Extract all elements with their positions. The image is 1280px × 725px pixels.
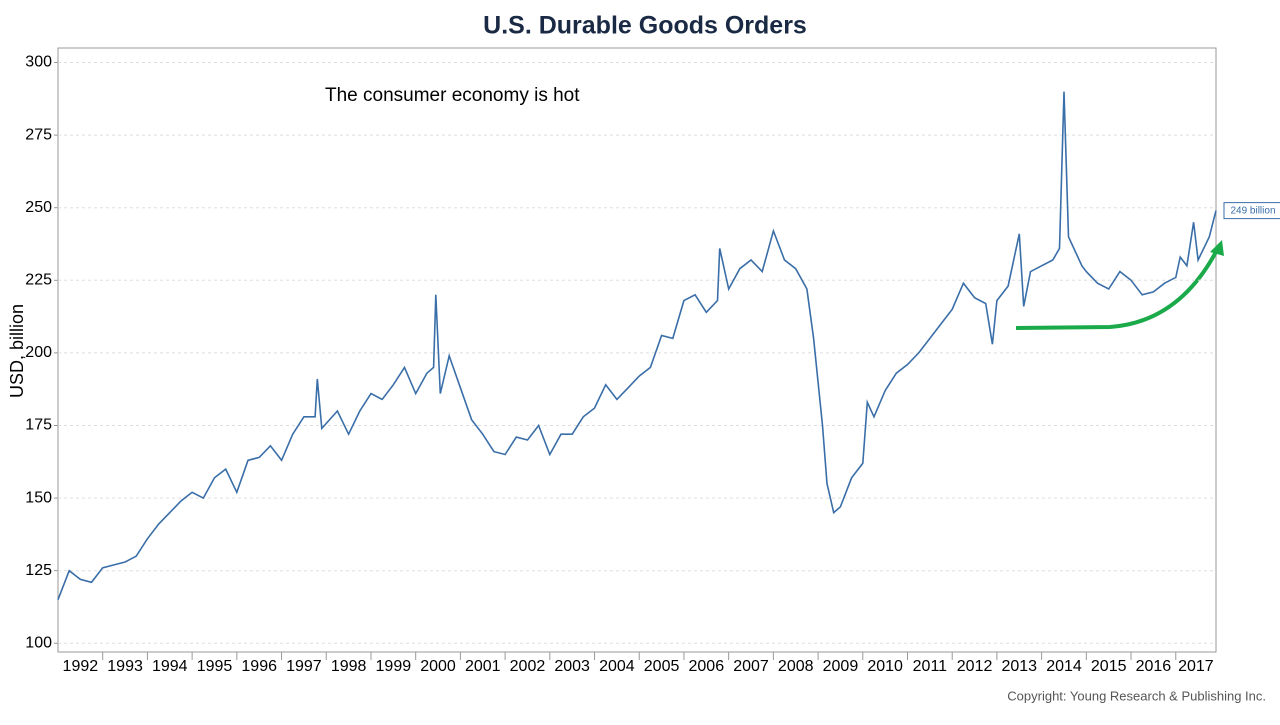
x-tick-label: 2016 (1136, 658, 1172, 675)
x-tick-label: 1996 (241, 658, 277, 675)
x-tick-label: 2002 (510, 658, 546, 675)
plot-frame (57, 47, 1217, 653)
trend-arrow (1015, 247, 1220, 330)
y-tick-label: 200 (25, 344, 52, 361)
x-tick-label: 1997 (286, 658, 322, 675)
x-tick-label: 2000 (420, 658, 456, 675)
x-tick-label: 2007 (733, 658, 769, 675)
x-tick-label: 2014 (1046, 658, 1082, 675)
y-tick-label: 300 (25, 54, 52, 71)
x-tick-label: 2017 (1178, 658, 1214, 675)
x-tick-label: 2012 (957, 658, 993, 675)
x-tick-label: 2010 (867, 658, 903, 675)
x-tick-label: 2005 (644, 658, 680, 675)
x-tick-label: 2011 (913, 658, 948, 675)
x-tick-label: 1993 (107, 658, 143, 675)
y-tick-label: 150 (25, 489, 52, 506)
x-tick-label: 2013 (1001, 658, 1037, 675)
y-tick-label: 250 (25, 199, 52, 216)
x-tick-label: 2003 (554, 658, 590, 675)
x-tick-label: 2015 (1091, 658, 1127, 675)
x-tick-label: 1995 (197, 658, 233, 675)
y-tick-label: 225 (25, 272, 52, 289)
annotation: The consumer economy is hot (325, 85, 580, 106)
x-tick-label: 2006 (689, 658, 725, 675)
source: Copyright: Young Research & Publishing I… (1007, 688, 1266, 703)
x-tick-label: 1992 (63, 658, 99, 675)
data-line (57, 91, 1217, 600)
y-axis-label: USD, billion (7, 304, 27, 398)
y-tick-label: 125 (25, 562, 52, 579)
x-tick-label: 1994 (152, 658, 188, 675)
chart-title: U.S. Durable Goods Orders (483, 12, 807, 40)
x-tick-label: 2008 (778, 658, 814, 675)
end-label-box (1223, 202, 1280, 220)
x-tick-label: 1999 (376, 658, 412, 675)
x-tick-label: 2004 (599, 658, 635, 675)
y-tick-label: 175 (25, 417, 52, 434)
arrow-head (1210, 240, 1224, 256)
x-tick-label: 2009 (823, 658, 859, 675)
y-tick-label: 275 (25, 126, 52, 143)
end-label: 249 billion (1230, 205, 1275, 216)
y-tick-label: 100 (25, 635, 52, 652)
x-tick-label: 2001 (465, 658, 501, 675)
x-tick-label: 1998 (331, 658, 367, 675)
